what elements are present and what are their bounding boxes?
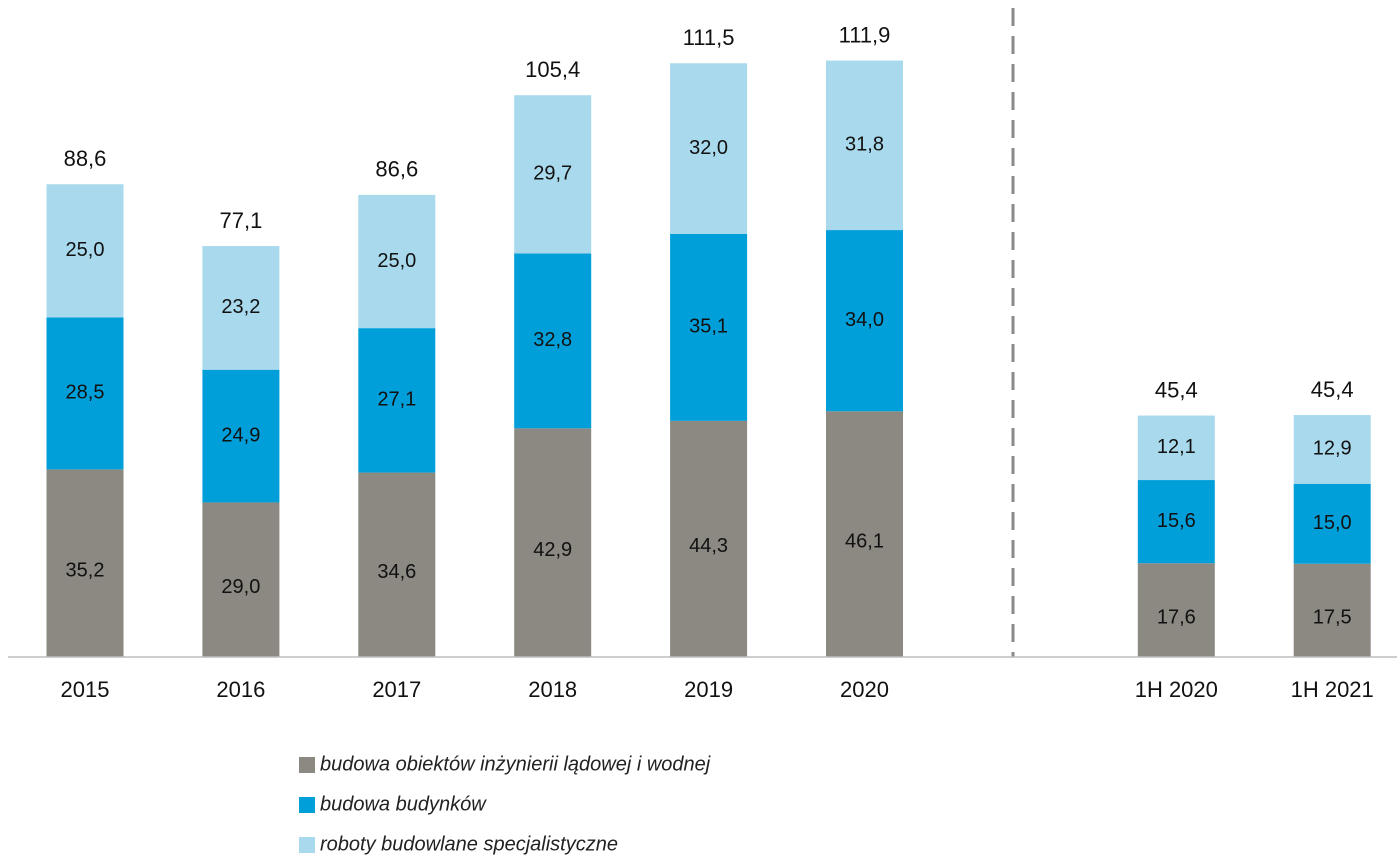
- bar-segment: [514, 253, 592, 429]
- bar-segment: [1137, 480, 1215, 564]
- value-label: 15,0: [1313, 512, 1352, 534]
- value-label: 34,6: [377, 561, 416, 583]
- bar-segment: [358, 194, 436, 329]
- value-label: 17,6: [1157, 606, 1196, 628]
- bar-segment: [202, 502, 280, 657]
- value-label: 12,9: [1313, 438, 1352, 460]
- value-label: 25,0: [377, 250, 416, 272]
- total-label: 105,4: [525, 57, 580, 82]
- total-label: 45,4: [1311, 377, 1354, 402]
- value-label: 12,1: [1157, 436, 1196, 458]
- value-label: 35,2: [66, 559, 105, 581]
- value-label: 35,1: [689, 316, 728, 338]
- total-label: 88,6: [64, 146, 107, 171]
- bar-segment: [358, 472, 436, 657]
- bar-segment: [1293, 563, 1371, 657]
- legend-swatch: [299, 797, 315, 813]
- bar-segment: [202, 246, 280, 370]
- x-tick-label: 2018: [528, 677, 577, 702]
- x-tick-label: 2016: [216, 677, 265, 702]
- legend-swatch: [299, 837, 315, 853]
- value-label: 31,8: [845, 134, 884, 156]
- value-label: 23,2: [221, 296, 260, 318]
- value-label: 28,5: [66, 382, 105, 404]
- bar-segment: [826, 411, 903, 657]
- legend-swatch: [299, 757, 315, 773]
- bar-segment: [46, 469, 124, 657]
- bar-segment: [514, 95, 592, 254]
- value-label: 25,0: [66, 239, 105, 261]
- bar-segment: [670, 233, 748, 421]
- value-label: 17,5: [1313, 607, 1352, 629]
- total-label: 86,6: [375, 157, 418, 182]
- value-label: 44,3: [689, 535, 728, 557]
- bar-segment: [1293, 415, 1371, 484]
- value-label: 29,0: [221, 576, 260, 598]
- bar-segment: [1293, 483, 1371, 564]
- value-label: 29,7: [533, 163, 572, 185]
- total-label: 111,9: [839, 22, 891, 47]
- x-tick-label: 2017: [372, 677, 421, 702]
- value-label: 27,1: [377, 389, 416, 411]
- value-label: 24,9: [221, 424, 260, 446]
- bar-segment: [202, 369, 280, 503]
- total-label: 111,5: [683, 25, 735, 50]
- value-label: 46,1: [845, 530, 884, 552]
- value-label: 34,0: [845, 309, 884, 331]
- bar-segment: [358, 328, 436, 473]
- bar-segment: [514, 428, 592, 657]
- value-label: 32,0: [689, 137, 728, 159]
- bar-segment: [826, 60, 903, 231]
- bar-segment: [826, 230, 903, 412]
- legend-label: budowa budynków: [320, 793, 487, 815]
- bar-segment: [1137, 415, 1215, 481]
- bar-segment: [1137, 563, 1215, 657]
- legend-label: roboty budowlane specjalistyczne: [320, 833, 618, 855]
- x-tick-label: 1H 2020: [1135, 677, 1218, 702]
- x-tick-label: 2020: [840, 677, 889, 702]
- x-tick-label: 2019: [684, 677, 733, 702]
- x-tick-label: 1H 2021: [1291, 677, 1374, 702]
- value-label: 32,8: [533, 329, 572, 351]
- bar-segment: [670, 420, 748, 657]
- value-label: 42,9: [533, 539, 572, 561]
- x-tick-label: 2015: [61, 677, 110, 702]
- value-label: 15,6: [1157, 510, 1196, 532]
- bar-segment: [670, 63, 748, 234]
- total-label: 45,4: [1155, 377, 1198, 402]
- bar-segment: [46, 184, 124, 318]
- total-label: 77,1: [219, 208, 262, 233]
- legend-label: budowa obiektów inżynierii lądowej i wod…: [320, 753, 711, 775]
- bar-segment: [46, 317, 124, 470]
